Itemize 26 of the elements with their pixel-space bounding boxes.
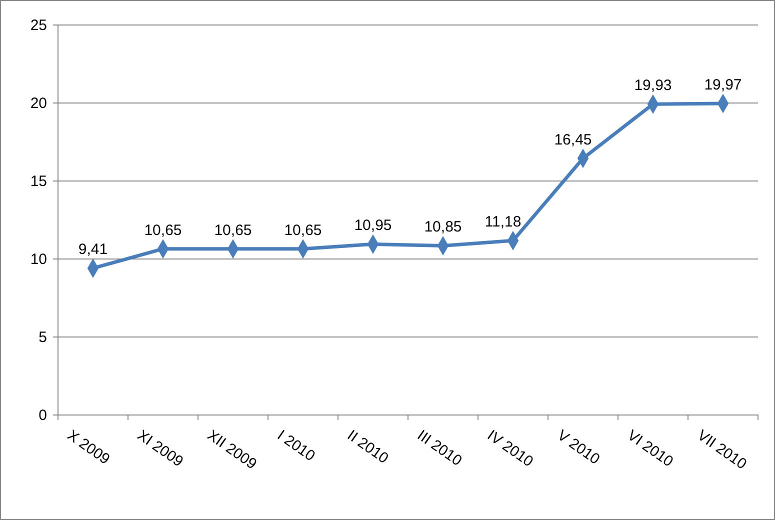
- y-tick-label: 10: [30, 250, 47, 268]
- x-tick-label: X 2009: [64, 426, 113, 468]
- data-label: 9,41: [78, 241, 108, 258]
- x-tick-label: III 2010: [414, 426, 465, 470]
- x-tick-label: V 2010: [554, 426, 603, 468]
- y-tick-label: 15: [30, 172, 47, 190]
- data-label: 16,45: [554, 131, 592, 148]
- y-tick-label: 0: [38, 406, 47, 424]
- x-tick-label: VI 2010: [624, 426, 676, 470]
- y-tick-label: 25: [30, 16, 47, 34]
- data-label: 10,65: [214, 222, 252, 239]
- data-label: 19,97: [704, 76, 742, 94]
- data-label: 10,85: [424, 218, 462, 236]
- data-label: 10,95: [354, 217, 392, 234]
- data-label: 10,65: [144, 222, 182, 239]
- data-label: 19,93: [634, 77, 672, 94]
- x-tick-label: I 2010: [274, 426, 318, 465]
- x-tick-label: XII 2009: [204, 426, 260, 473]
- y-tick-label: 20: [30, 94, 47, 112]
- y-tick-label: 5: [38, 328, 47, 346]
- data-label: 11,18: [484, 214, 522, 231]
- x-tick-label: II 2010: [344, 426, 392, 468]
- x-tick-label: IV 2010: [484, 426, 536, 470]
- x-tick-label: VII 2010: [694, 426, 750, 473]
- x-tick-label: XI 2009: [134, 426, 186, 470]
- data-label: 10,65: [284, 222, 322, 239]
